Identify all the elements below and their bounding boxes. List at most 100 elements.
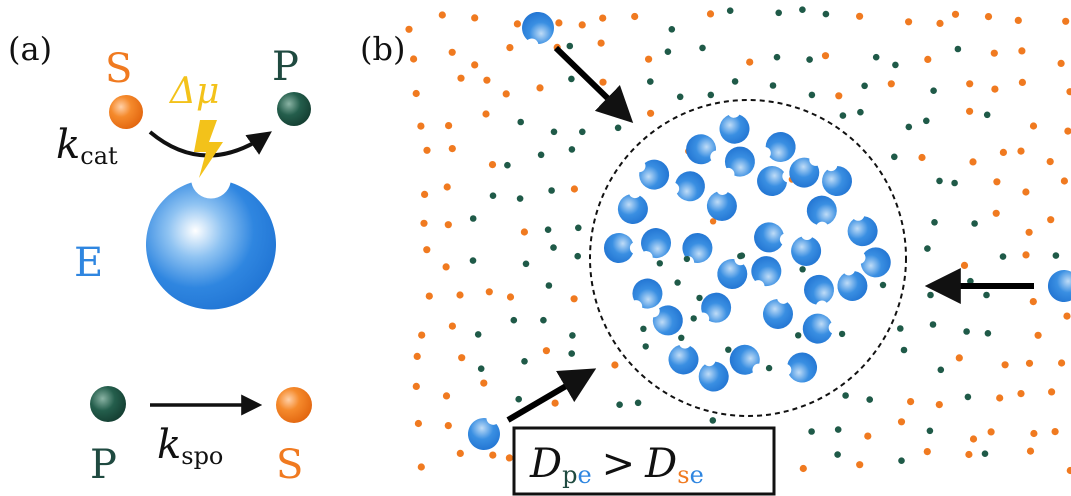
substrate-particle [448, 322, 456, 330]
substrate-particle [599, 78, 607, 86]
product-particle [469, 215, 477, 222]
enzyme-molecule [639, 159, 670, 190]
substrate-particle [1047, 216, 1055, 224]
product-particle [773, 53, 781, 61]
substrate-particle [448, 48, 456, 56]
substrate-particle [923, 448, 931, 456]
substrate-particle [611, 361, 619, 369]
substrate-particle [1025, 228, 1033, 236]
product-particle [981, 450, 989, 458]
condensate-particle [642, 343, 649, 350]
condensate-particle [765, 364, 773, 372]
condensate-particle [656, 260, 663, 267]
arrow-top-left [553, 45, 634, 124]
enzyme-molecule [751, 256, 782, 287]
panel-a-label: (a) [8, 30, 52, 68]
condensate-particle [725, 346, 732, 353]
condensate-particle [678, 334, 685, 341]
condensate-boundary [589, 99, 907, 417]
product-particle [808, 91, 816, 99]
substrate-particle [485, 288, 493, 296]
substrate-particle [542, 347, 551, 355]
product-particle [477, 365, 485, 373]
substrate-particle [835, 92, 843, 100]
product-particle [548, 187, 555, 194]
product-particle [545, 282, 553, 289]
product-particle [905, 123, 913, 131]
condensate-particle [838, 330, 846, 338]
product-particle [971, 220, 978, 227]
substrate-particle [856, 12, 864, 20]
product-particle [892, 61, 899, 69]
substrate-particle [444, 422, 452, 430]
product-particle [930, 87, 937, 94]
enzyme-molecule [729, 344, 760, 375]
substrate-particle [520, 228, 529, 236]
product-particle [984, 330, 992, 337]
product-particle [522, 260, 530, 268]
substrate-particle [458, 354, 466, 362]
condensate-particle [690, 315, 697, 322]
product-particle [575, 224, 582, 232]
substrate-particle [425, 292, 433, 300]
product-label: P [272, 44, 299, 90]
condensate-particle [696, 294, 703, 302]
condensate-particle [709, 218, 717, 225]
substrate-particle [1025, 359, 1034, 367]
enzyme-molecule [837, 271, 868, 301]
product-particle [927, 291, 934, 299]
substrate-particle [506, 293, 515, 301]
product-particle [842, 392, 849, 399]
product-molecule [277, 92, 311, 126]
product-particle [489, 192, 497, 199]
substrate-particle [936, 19, 944, 27]
product-particle [806, 56, 813, 63]
enzyme-molecule [719, 114, 750, 144]
product-particle [469, 257, 477, 264]
enzyme-molecule [675, 171, 705, 202]
substrate-particle [421, 190, 429, 198]
bottom-substrate-label: S [276, 442, 303, 488]
substrate-particle [444, 221, 452, 229]
substrate-particle [706, 10, 715, 18]
enzyme-molecule [847, 216, 878, 247]
enzyme-molecule [682, 232, 713, 263]
substrate-particle [799, 464, 807, 473]
product-particle [540, 316, 547, 324]
substrate-particle [1066, 88, 1071, 96]
product-particle [516, 195, 524, 202]
substrate-particle [1029, 298, 1037, 306]
product-particle [900, 346, 908, 354]
substrate-particle [966, 107, 974, 115]
enzyme-molecule [762, 298, 793, 329]
substrate-particle [456, 291, 464, 299]
product-particle [931, 219, 938, 226]
substrate-particle [555, 19, 563, 27]
substrate-particle [443, 183, 451, 191]
substrate-particle [856, 461, 864, 469]
substrate-particle [647, 109, 655, 117]
substrate-particle [438, 11, 446, 19]
substrate-particle [417, 463, 425, 471]
product-particle [616, 401, 623, 409]
inequality-box [512, 426, 776, 496]
product-particle [923, 117, 930, 125]
substrate-particle [821, 52, 830, 60]
substrate-particle [887, 80, 895, 88]
substrate-particle [631, 12, 639, 21]
condensate-particle [799, 266, 806, 273]
condensate-particle [674, 279, 681, 286]
substrate-particle [993, 178, 1001, 186]
product-particle [872, 53, 880, 61]
enzyme-molecule [617, 194, 648, 224]
enzyme-molecule [806, 195, 837, 225]
substrate-particle [536, 84, 544, 92]
substrate-particle [955, 354, 963, 362]
substrate-particle [483, 76, 491, 84]
product-particle [709, 417, 717, 424]
product-particle [983, 291, 990, 299]
substrate-particle [1066, 466, 1071, 475]
condensate-particle [795, 332, 802, 339]
enzyme-molecule [804, 274, 834, 305]
product-particle [929, 321, 937, 328]
